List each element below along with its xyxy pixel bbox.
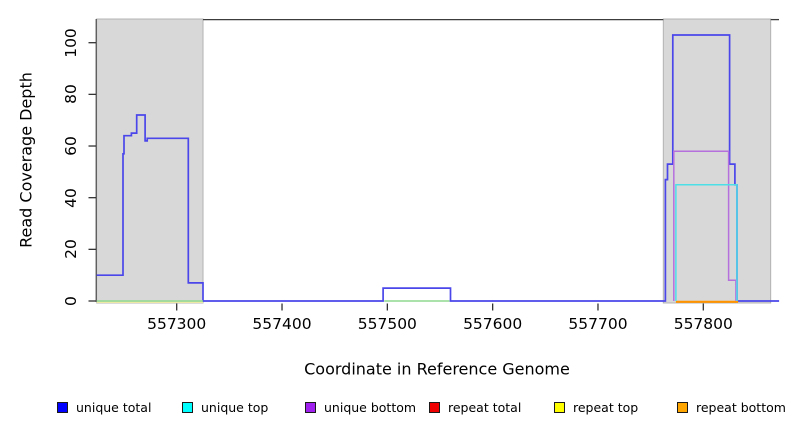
series-unique-bottom-line	[673, 150, 737, 301]
x-axis-label: Coordinate in Reference Genome	[304, 359, 570, 379]
series-unique-total-line	[96, 34, 780, 302]
x-tick-label: 557700	[568, 315, 628, 333]
legend-label: unique bottom	[324, 400, 417, 415]
legend-label: repeat top	[573, 400, 639, 415]
legend-item-unique-top: unique top	[182, 400, 268, 415]
legend-label: unique top	[201, 400, 269, 415]
legend-label: repeat bottom	[696, 400, 786, 415]
y-tick-label: 0	[62, 296, 80, 306]
legend-swatch-unique-bottom	[305, 402, 316, 413]
legend-label: unique total	[76, 400, 152, 415]
legend-swatch-repeat-bottom	[677, 402, 688, 413]
legend-swatch-unique-top	[182, 402, 193, 413]
legend-item-repeat-total: repeat total	[429, 400, 521, 415]
x-tick-label: 557300	[147, 315, 207, 333]
y-tick-label: 80	[62, 84, 80, 105]
y-tick-label: 100	[62, 27, 80, 58]
y-tick-label: 40	[62, 187, 80, 208]
legend-item-unique-bottom: unique bottom	[305, 400, 416, 415]
x-tick-label: 557400	[252, 315, 312, 333]
legend-swatch-unique-total	[57, 402, 68, 413]
y-axis-label: Read Coverage Depth	[16, 72, 36, 248]
x-tick-label: 557800	[673, 315, 733, 333]
y-tick-label: 20	[62, 239, 80, 260]
repeat-region-left	[96, 18, 204, 304]
legend-swatch-repeat-top	[554, 402, 565, 413]
legend-item-repeat-top: repeat top	[554, 400, 638, 415]
y-tick-label: 60	[62, 136, 80, 156]
x-tick-label: 557600	[463, 315, 523, 333]
series-unique-top-line	[675, 184, 738, 301]
repeat-region-right	[662, 18, 772, 304]
x-tick-label: 557500	[357, 315, 417, 333]
legend-swatch-repeat-total	[429, 402, 440, 413]
legend-item-unique-total: unique total	[57, 400, 151, 415]
legend-label: repeat total	[448, 400, 522, 415]
legend-item-repeat-bottom: repeat bottom	[677, 400, 786, 415]
